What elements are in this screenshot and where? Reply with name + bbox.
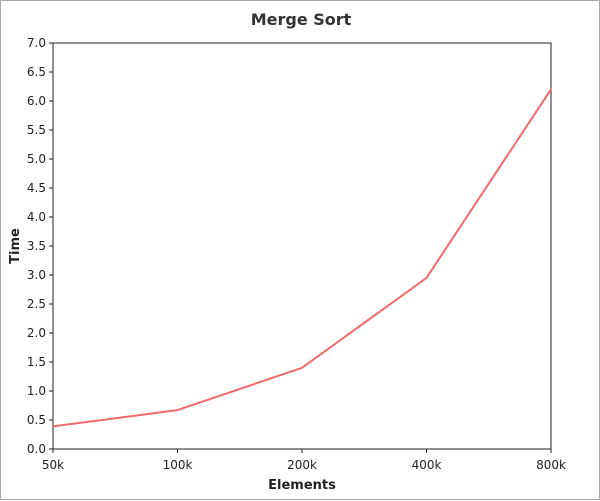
y-tick-label: 5.5	[27, 123, 46, 137]
y-axis-label: Time	[8, 228, 23, 264]
x-tick-label: 800k	[536, 458, 566, 472]
y-tick-label: 4.5	[27, 181, 46, 195]
y-tick-label: 0.0	[27, 442, 46, 456]
y-tick-label: 4.0	[27, 210, 46, 224]
y-tick-label: 1.0	[27, 384, 46, 398]
y-axis: 0.0 0.5 1.0 1.5 2.0 2.5 3.0 3.5 4.0 4.5 5.0 5.5 6.0 6…	[27, 36, 53, 456]
y-tick-label: 2.5	[27, 297, 46, 311]
y-tick-label: 5.0	[27, 152, 46, 166]
x-tick-label: 100k	[163, 458, 193, 472]
x-tick-label: 50k	[42, 458, 64, 472]
y-tick-label: 6.0	[27, 94, 46, 108]
chart-title: Merge Sort	[251, 10, 352, 29]
y-tick-label: 1.5	[27, 355, 46, 369]
series-layer	[52, 88, 552, 428]
y-tick-label: 6.5	[27, 65, 46, 79]
x-tick-label: 200k	[287, 458, 317, 472]
y-tick-label: 2.0	[27, 326, 46, 340]
y-tick-label: 3.0	[27, 268, 46, 282]
x-axis-label: Elements	[268, 478, 336, 493]
y-tick-label: 3.5	[27, 239, 46, 253]
y-tick-label: 0.5	[27, 413, 46, 427]
x-tick-label: 400k	[412, 458, 442, 472]
series-line	[52, 88, 552, 428]
plot-area	[52, 42, 552, 450]
y-tick-label: 7.0	[27, 36, 46, 50]
x-axis: 50k 100k 200k 400k 800k	[42, 449, 566, 472]
